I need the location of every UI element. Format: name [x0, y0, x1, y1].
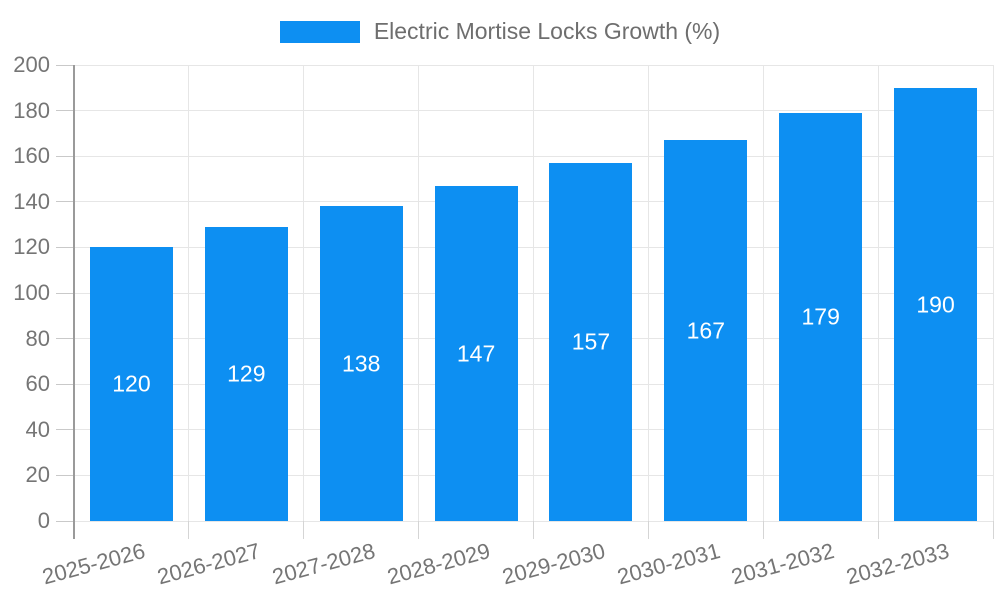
x-axis-tick	[647, 521, 649, 539]
y-axis-label: 80	[25, 325, 50, 351]
x-axis-tick	[303, 521, 305, 539]
y-axis-label: 60	[25, 371, 50, 397]
y-axis-tick	[56, 201, 74, 203]
legend-item[interactable]: Electric Mortise Locks Growth (%)	[0, 18, 1000, 45]
x-gridline	[647, 65, 649, 521]
y-axis-tick	[56, 64, 74, 66]
y-axis-tick	[56, 155, 74, 157]
y-axis-label: 180	[13, 97, 50, 123]
y-axis-label: 100	[13, 280, 50, 305]
y-axis-tick	[56, 338, 74, 340]
legend-label: Electric Mortise Locks Growth (%)	[373, 18, 721, 44]
y-axis-tick	[56, 520, 74, 522]
bar[interactable]	[894, 88, 977, 521]
y-axis-label: 40	[25, 416, 50, 442]
y-axis-label: 160	[13, 143, 50, 169]
y-axis-label: 0	[37, 508, 50, 533]
y-axis-line	[73, 65, 75, 539]
x-gridline	[992, 65, 994, 521]
x-axis-tick	[533, 521, 534, 539]
x-gridline	[533, 65, 534, 521]
y-axis-label: 20	[25, 462, 50, 488]
x-axis-label: 2027-2028	[269, 538, 378, 590]
bar[interactable]	[549, 163, 632, 521]
y-axis-tick	[56, 383, 74, 385]
x-axis-tick	[992, 521, 994, 539]
plot-area: 0 20 40 60 80 100 120 140 160 180 200 120 2025-2026 1…	[13, 52, 994, 589]
x-gridline	[188, 65, 190, 521]
x-axis-label: 2026-2027	[154, 538, 263, 590]
x-axis-label: 2032-2033	[843, 538, 953, 590]
y-axis-label: 120	[13, 234, 50, 260]
x-axis-tick	[418, 521, 420, 539]
y-axis-tick	[56, 246, 74, 248]
x-axis-tick	[762, 521, 764, 539]
bar[interactable]	[435, 186, 518, 521]
x-gridline	[877, 65, 879, 521]
y-axis-tick	[56, 474, 74, 476]
x-axis-label: 2031-2032	[729, 538, 838, 590]
bar[interactable]	[779, 113, 862, 521]
y-axis-label: 140	[13, 188, 50, 214]
bar[interactable]	[320, 206, 403, 521]
x-gridline	[303, 65, 305, 521]
x-gridline	[418, 65, 420, 521]
legend-swatch-icon	[279, 20, 360, 43]
x-axis-label: 2029-2030	[499, 538, 608, 590]
x-axis-label: 2028-2029	[384, 538, 493, 590]
y-axis-label: 200	[13, 52, 50, 77]
bar[interactable]	[664, 140, 747, 521]
x-axis-label: 2025-2026	[39, 538, 148, 590]
y-axis-tick	[56, 110, 74, 112]
x-axis-label: 2030-2031	[614, 538, 723, 590]
y-axis-tick	[56, 292, 74, 294]
x-gridline	[762, 65, 764, 521]
bar[interactable]	[205, 227, 288, 521]
x-axis-tick	[188, 521, 190, 539]
x-axis-tick	[877, 521, 879, 539]
bar[interactable]	[90, 247, 173, 521]
y-axis-tick	[56, 429, 74, 431]
